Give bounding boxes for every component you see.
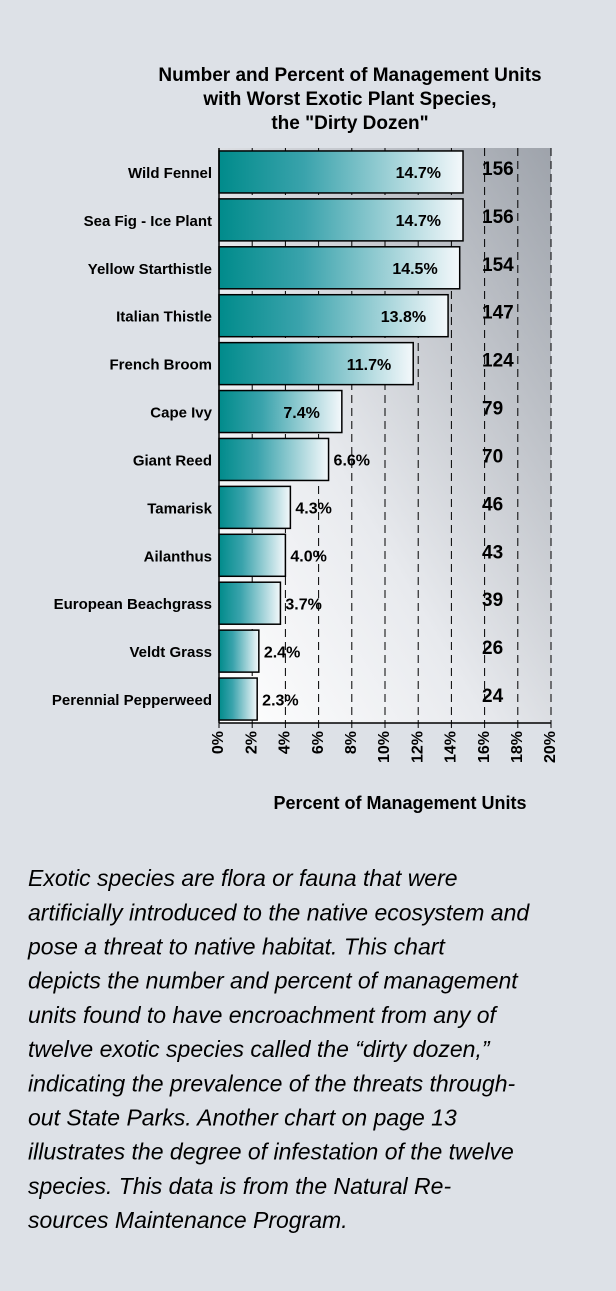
count-label: 156	[482, 207, 514, 228]
chart-title: the "Dirty Dozen"	[271, 113, 428, 134]
bar	[218, 629, 260, 673]
chart-title: with Worst Exotic Plant Species,	[202, 89, 496, 110]
y-tick-label: Tamarisk	[147, 500, 212, 517]
x-tick-label: 6%	[310, 731, 327, 754]
bar	[218, 341, 414, 386]
bar	[218, 437, 330, 482]
x-tick-label: 2%	[243, 731, 260, 754]
value-label: 2.4%	[264, 644, 300, 661]
value-label: 4.3%	[295, 501, 331, 518]
bar	[218, 293, 449, 338]
count-label: 46	[482, 494, 503, 515]
count-label: 156	[482, 159, 514, 180]
count-label: 147	[482, 303, 514, 324]
caption-line: units found to have encroachment from an…	[28, 1002, 499, 1028]
count-label: 43	[482, 542, 503, 563]
y-tick-label: Wild Fennel	[128, 165, 212, 182]
value-label: 13.8%	[381, 309, 426, 326]
caption-line: depicts the number and percent of manage…	[28, 968, 519, 994]
caption-line: species. This data is from the Natural R…	[28, 1173, 451, 1199]
value-label: 2.3%	[262, 692, 298, 709]
y-tick-label: European Beachgrass	[54, 596, 212, 613]
caption-line: sources Maintenance Program.	[28, 1207, 348, 1233]
bar	[218, 485, 292, 530]
bar	[218, 389, 343, 434]
count-label: 39	[482, 590, 503, 611]
value-label: 11.7%	[347, 357, 391, 374]
y-tick-label: Ailanthus	[144, 548, 212, 565]
y-tick-label: Yellow Starthistle	[88, 261, 212, 278]
caption-line: pose a threat to native habitat. This ch…	[27, 933, 446, 959]
x-tick-label: 14%	[443, 731, 460, 763]
count-label: 70	[482, 446, 503, 467]
y-tick-label: French Broom	[109, 357, 212, 374]
y-tick-label: Cape Ivy	[150, 405, 212, 422]
bar	[218, 581, 282, 625]
count-label: 124	[482, 351, 514, 372]
x-tick-label: 0%	[210, 731, 227, 754]
x-tick-label: 16%	[476, 731, 493, 763]
caption-line: out State Parks. Another chart on page 1…	[28, 1104, 457, 1130]
bar	[218, 677, 258, 721]
count-label: 26	[482, 638, 503, 659]
value-label: 14.7%	[396, 165, 441, 182]
caption-line: artificially introduced to the native ec…	[28, 899, 530, 925]
y-tick-label: Veldt Grass	[129, 644, 212, 661]
x-tick-label: 12%	[409, 731, 426, 763]
x-tick-label: 10%	[376, 731, 393, 763]
value-label: 4.0%	[290, 549, 326, 566]
y-tick-label: Sea Fig - Ice Plant	[84, 213, 212, 230]
count-label: 154	[482, 255, 514, 276]
x-tick-label: 20%	[542, 731, 559, 763]
x-tick-label: 4%	[277, 731, 294, 754]
y-tick-label: Perennial Pepperweed	[52, 692, 212, 709]
value-label: 6.6%	[334, 453, 370, 470]
y-tick-label: Italian Thistle	[116, 309, 212, 326]
count-label: 24	[482, 686, 504, 707]
caption-line: Exotic species are flora or fauna that w…	[28, 865, 458, 891]
y-tick-label: Giant Reed	[133, 452, 212, 469]
caption-line: indicating the prevalence of the threats…	[28, 1070, 515, 1096]
bar	[218, 246, 461, 290]
count-label: 79	[482, 399, 503, 420]
x-tick-label: 8%	[343, 731, 360, 754]
bar	[218, 533, 287, 578]
value-label: 14.5%	[392, 261, 437, 278]
bar	[218, 150, 464, 194]
value-label: 3.7%	[285, 596, 321, 613]
caption-line: twelve exotic species called the “dirty …	[28, 1036, 491, 1062]
x-axis-title: Percent of Management Units	[273, 793, 526, 813]
x-tick-label: 18%	[509, 731, 526, 763]
chart-title: Number and Percent of Management Units	[158, 65, 541, 86]
value-label: 7.4%	[283, 405, 319, 422]
bar	[218, 198, 464, 242]
caption-line: illustrates the degree of infestation of…	[28, 1139, 514, 1165]
value-label: 14.7%	[396, 213, 441, 230]
